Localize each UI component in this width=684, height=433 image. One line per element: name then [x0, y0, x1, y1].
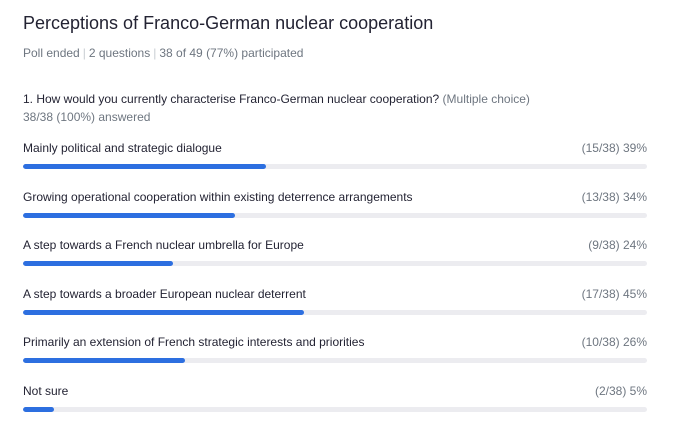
question-answered-count: 38/38 (100%) answered [23, 110, 151, 124]
answer-option: Not sure (2/38) 5% [23, 384, 647, 433]
option-label: A step towards a French nuclear umbrella… [23, 238, 304, 253]
option-label: A step towards a broader European nuclea… [23, 286, 306, 301]
poll-meta: Poll ended | 2 questions | 38 of 49 (77%) pa… [23, 46, 303, 60]
answer-option: A step towards a French nuclear umbrella… [23, 238, 647, 287]
option-progress-track [23, 406, 647, 412]
question-text: 1. How would you currently characterise … [23, 92, 440, 106]
option-result: (13/38) 34% [581, 189, 647, 204]
option-progress-track [23, 261, 647, 267]
meta-separator: | [82, 46, 86, 60]
option-result: (10/38) 26% [581, 335, 647, 350]
option-progress-track [23, 164, 647, 169]
option-label: Mainly political and strategic dialogue [23, 141, 222, 155]
poll-status: Poll ended [23, 46, 80, 60]
poll-participation: 38 of 49 (77%) participated [159, 46, 304, 60]
option-result: (9/38) 24% [588, 238, 647, 253]
answer-option: Mainly political and strategic dialogue … [23, 141, 647, 190]
option-progress-track [23, 309, 647, 315]
option-progress-fill [23, 358, 186, 364]
option-progress-fill [23, 309, 304, 315]
question-title: 1. How would you currently characterise … [23, 92, 530, 106]
option-result: (15/38) 39% [581, 141, 647, 155]
meta-separator: | [153, 46, 157, 60]
option-progress-fill [23, 261, 173, 267]
answer-option: Growing operational cooperation within e… [23, 190, 647, 239]
answer-option: A step towards a broader European nuclea… [23, 287, 647, 336]
option-progress-fill [23, 164, 267, 169]
answer-options-list: Mainly political and strategic dialogue … [23, 141, 647, 433]
poll-title: Perceptions of Franco-German nuclear coo… [23, 13, 434, 33]
question-type: (Multiple choice) [442, 92, 530, 106]
option-result: (2/38) 5% [594, 383, 647, 398]
option-progress-fill [23, 212, 236, 218]
option-progress-track [23, 212, 647, 218]
option-label: Not sure [23, 383, 69, 398]
option-progress-track [23, 358, 647, 364]
option-label: Growing operational cooperation within e… [23, 189, 413, 204]
option-result: (17/38) 45% [581, 286, 647, 301]
option-progress-fill [23, 406, 55, 412]
poll-question-count: 2 questions [88, 46, 151, 60]
option-label: Primarily an extension of French strateg… [23, 335, 365, 350]
answer-option: Primarily an extension of French strateg… [23, 335, 647, 384]
